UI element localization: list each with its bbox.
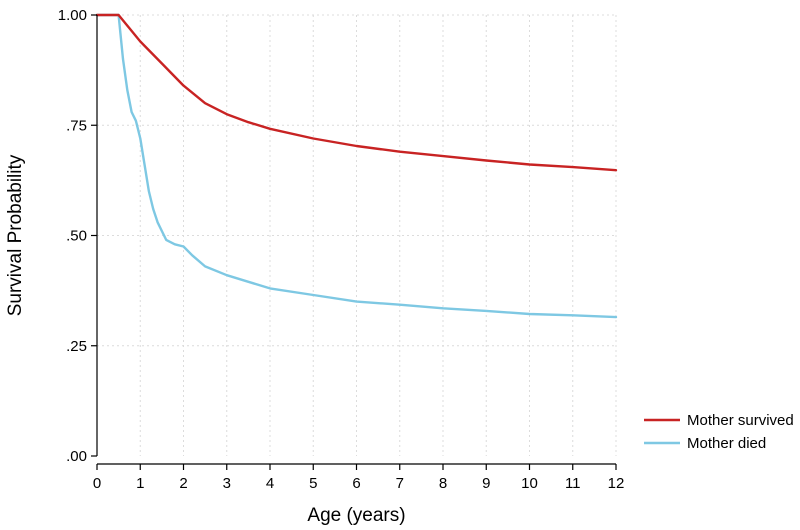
x-tick-label: 9 [482,475,490,492]
y-axis-title: Survival Probability [5,154,26,316]
y-tick-label: 1.00 [58,7,87,24]
y-axis-ticks: .00 .25 .50 .75 1.00 [58,7,97,465]
x-tick-label: 8 [439,475,447,492]
legend-label: Mother survived [687,412,794,429]
x-tick-label: 10 [521,475,538,492]
x-axis-title: Age (years) [307,505,405,526]
grid [97,14,617,456]
y-tick-label: .00 [66,448,87,465]
x-tick-label: 0 [93,475,101,492]
x-tick-label: 4 [266,475,274,492]
x-tick-label: 11 [565,475,581,492]
x-tick-label: 12 [608,475,625,492]
x-tick-label: 1 [136,475,144,492]
legend: Mother survived Mother died [644,412,794,452]
y-tick-label: .75 [66,117,87,134]
x-tick-label: 2 [179,475,187,492]
y-tick-label: .25 [66,338,87,355]
x-tick-label: 6 [352,475,360,492]
series-lines [95,13,618,319]
x-tick-label: 5 [309,475,317,492]
series-line-mother-died [95,13,618,319]
legend-label: Mother died [687,435,766,452]
x-tick-label: 7 [396,475,404,492]
series-line-mother-survived [95,13,618,172]
x-axis-ticks: 0 1 2 3 4 5 6 7 8 9 10 11 12 [93,464,625,492]
y-tick-label: .50 [66,228,87,245]
x-tick-label: 3 [223,475,231,492]
